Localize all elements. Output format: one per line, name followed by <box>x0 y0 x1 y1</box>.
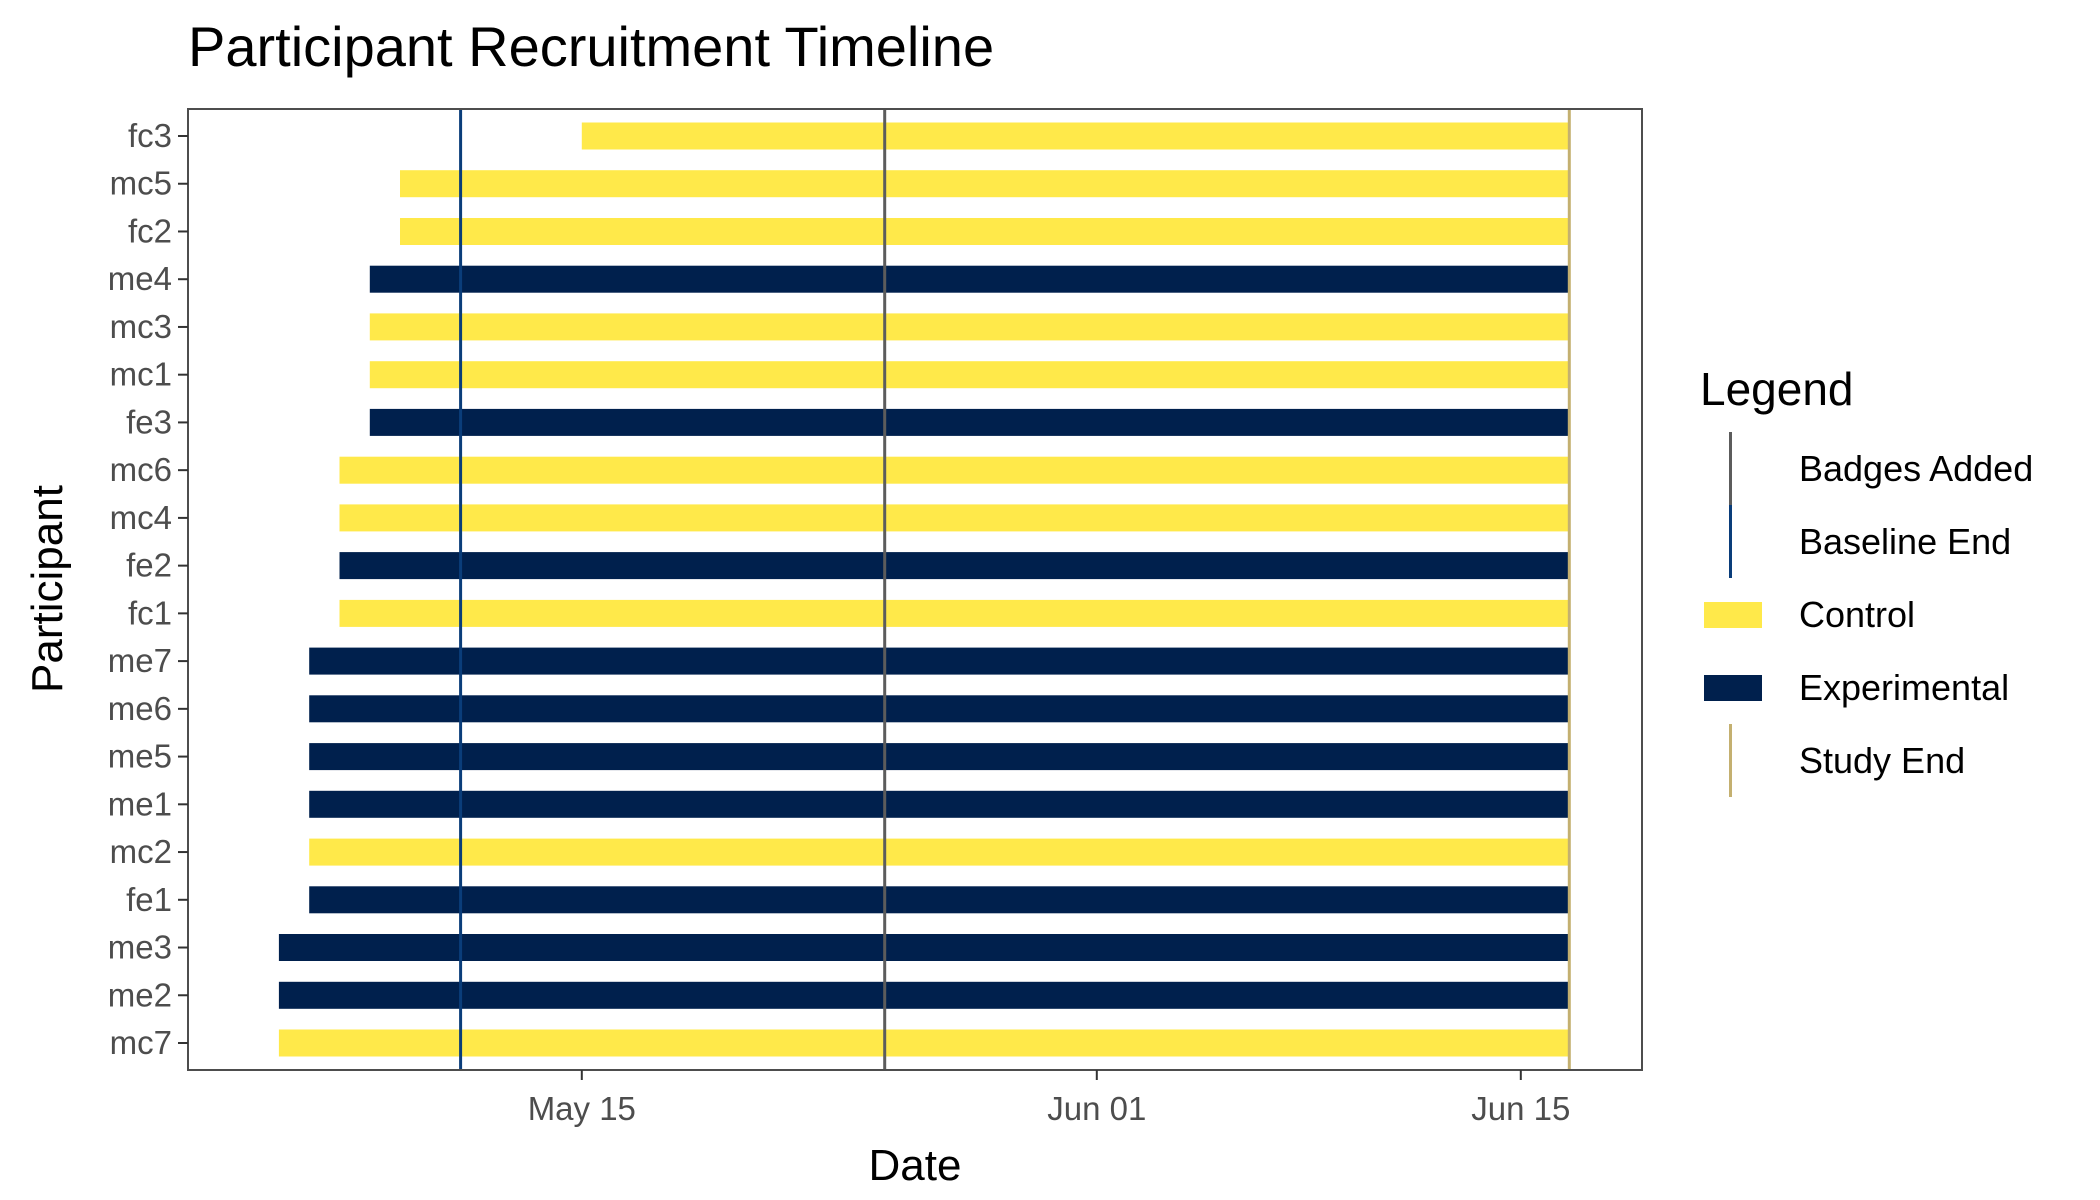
legend-item-control: Control <box>1700 578 2090 651</box>
bar-mc5 <box>400 170 1570 198</box>
legend-label: Experimental <box>1799 667 2010 708</box>
legend-key <box>1700 724 1760 797</box>
legend-label: Badges Added <box>1799 448 2034 489</box>
bar-mc7 <box>278 1029 1570 1057</box>
legend-item-badges-added: Badges Added <box>1700 432 2090 505</box>
bar-mc4 <box>339 504 1570 532</box>
y-tick-label: fe3 <box>126 403 172 440</box>
legend-item-experimental: Experimental <box>1700 651 2090 724</box>
y-tick-label: mc2 <box>110 833 172 870</box>
y-tick-label: me7 <box>108 642 172 679</box>
y-tick-label: me5 <box>108 738 172 775</box>
legend: Legend Badges Added Baseline End Control Ex… <box>1700 362 2090 797</box>
y-tick-label: me6 <box>108 690 172 727</box>
bar-fe3 <box>369 408 1570 436</box>
y-tick-label: mc6 <box>110 451 172 488</box>
bar-me5 <box>309 743 1570 771</box>
bar-mc2 <box>309 838 1570 866</box>
legend-swatch <box>1729 505 1732 578</box>
legend-key <box>1700 505 1760 578</box>
legend-key <box>1700 651 1762 724</box>
bar-me2 <box>278 981 1570 1009</box>
bar-me6 <box>309 695 1570 723</box>
y-tick-label: fc1 <box>128 594 172 631</box>
x-tick-label: May 15 <box>528 1090 636 1127</box>
legend-swatch <box>1704 675 1762 701</box>
legend-title: Legend <box>1700 363 1854 415</box>
x-axis-ticks: May 15 Jun 01 Jun 15 <box>528 1070 1570 1127</box>
y-tick-label: me1 <box>108 785 172 822</box>
y-tick-label: fc2 <box>128 212 172 249</box>
y-tick-label: fc3 <box>128 117 172 154</box>
bar-me7 <box>309 647 1570 675</box>
y-tick-label: fe1 <box>126 881 172 918</box>
legend-label: Control <box>1799 594 1916 635</box>
y-tick-label: me4 <box>108 260 172 297</box>
x-axis-title: Date <box>869 1141 962 1190</box>
y-tick-label: fe2 <box>126 547 172 584</box>
chart-title: Participant Recruitment Timeline <box>188 15 995 78</box>
y-tick-label: mc1 <box>110 356 172 393</box>
bar-fc3 <box>581 122 1570 150</box>
legend-label: Study End <box>1799 740 1966 781</box>
y-tick-label: me3 <box>108 929 172 966</box>
y-axis-title: Participant <box>23 485 72 693</box>
legend-key <box>1700 578 1762 651</box>
y-tick-label: me2 <box>108 976 172 1013</box>
bar-me3 <box>278 934 1570 961</box>
legend-label: Baseline End <box>1799 521 2012 562</box>
y-tick-label: mc7 <box>110 1024 172 1061</box>
bars-layer <box>278 122 1570 1057</box>
bar-fc2 <box>400 218 1570 245</box>
panel-border <box>187 108 1643 1071</box>
reference-lines-layer <box>459 109 1571 1070</box>
legend-item-baseline-end: Baseline End <box>1700 505 2090 578</box>
bar-mc1 <box>369 361 1570 389</box>
bar-mc3 <box>369 313 1570 341</box>
legend-swatch <box>1729 724 1732 797</box>
y-tick-label: mc5 <box>110 165 172 202</box>
y-axis-ticks: fc3 mc5 fc2 me4 mc3 mc1 fe3 mc6 mc4 fe2 fc1 me7 me6 m… <box>108 117 188 1061</box>
x-tick-label: Jun 01 <box>1047 1090 1146 1127</box>
y-tick-label: mc3 <box>110 308 172 345</box>
x-tick-label: Jun 15 <box>1471 1090 1570 1127</box>
y-tick-label: mc4 <box>110 499 172 536</box>
bar-fe1 <box>309 886 1570 914</box>
bar-fc1 <box>339 599 1570 627</box>
legend-swatch <box>1704 602 1762 628</box>
bar-me1 <box>309 790 1570 818</box>
legend-swatch <box>1729 432 1732 505</box>
bar-fe2 <box>339 552 1570 580</box>
legend-item-study-end: Study End <box>1700 724 2090 797</box>
legend-items: Badges Added Baseline End Control Experimen… <box>1700 432 2090 797</box>
bar-me4 <box>369 265 1570 293</box>
legend-key <box>1700 432 1760 505</box>
bar-mc6 <box>339 456 1570 484</box>
